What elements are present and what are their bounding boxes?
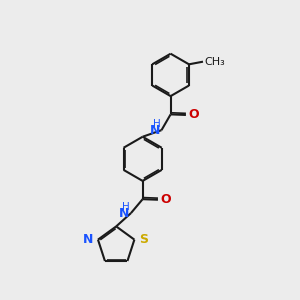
- Text: CH₃: CH₃: [204, 57, 225, 67]
- Text: N: N: [119, 207, 130, 220]
- Text: N: N: [150, 124, 160, 137]
- Text: N: N: [83, 233, 93, 246]
- Text: H: H: [122, 202, 130, 212]
- Text: S: S: [139, 233, 148, 246]
- Text: O: O: [160, 193, 171, 206]
- Text: O: O: [188, 109, 199, 122]
- Text: H: H: [153, 119, 160, 129]
